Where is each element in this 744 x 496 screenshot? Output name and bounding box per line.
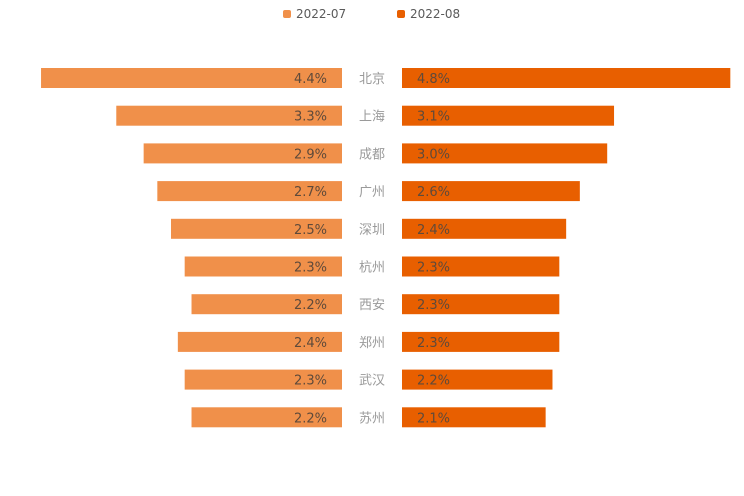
bar-2022-08[interactable] [402,256,560,277]
bar-2022-07[interactable] [41,68,342,88]
value-label-2022-08: 2.2% [417,374,450,389]
value-label-2022-08: 3.0% [417,147,450,162]
category-label: 武汉 [359,374,385,389]
value-label-2022-08: 2.3% [417,261,450,276]
category-label: 苏州 [359,410,385,426]
category-label: 深圳 [359,223,385,238]
value-label-2022-08: 4.8% [417,72,450,87]
legend-item-2022-07[interactable]: 2022-07 [283,7,346,21]
value-label-2022-07: 2.9% [294,147,327,162]
category-label: 广州 [359,185,385,200]
value-label-2022-07: 2.2% [294,411,327,426]
bar-2022-08[interactable] [402,369,553,390]
value-label-2022-07: 2.5% [294,223,327,238]
legend-item-2022-08[interactable]: 2022-08 [397,7,460,21]
value-label-2022-08: 2.6% [417,185,450,200]
bar-2022-08[interactable] [402,331,560,352]
bar-2022-07[interactable] [143,143,342,164]
bar-2022-07[interactable] [191,294,342,315]
value-label-2022-07: 2.2% [294,298,327,313]
chart-legend: 2022-07 2022-08 [0,7,744,23]
value-label-2022-07: 3.3% [294,110,327,125]
bar-2022-07[interactable] [177,331,342,352]
value-label-2022-07: 2.7% [294,185,327,200]
bar-2022-08[interactable] [402,218,567,239]
value-label-2022-08: 3.1% [417,110,450,125]
value-label-2022-08: 2.4% [417,223,450,238]
category-label: 西安 [359,298,385,313]
bar-2022-07[interactable] [184,256,342,277]
bar-2022-07[interactable] [171,218,342,239]
bar-2022-08[interactable] [402,105,615,126]
value-label-2022-07: 2.3% [294,261,327,276]
value-label-2022-07: 2.3% [294,374,327,389]
value-label-2022-07: 4.4% [294,72,327,87]
legend-label-2022-07: 2022-07 [296,7,347,21]
bar-2022-07[interactable] [116,105,342,126]
bar-2022-08[interactable] [402,181,580,202]
bar-2022-08[interactable] [402,294,560,315]
legend-label-2022-08: 2022-08 [410,7,461,21]
bar-2022-07[interactable] [191,407,342,428]
value-label-2022-08: 2.3% [417,336,450,351]
legend-swatch-2022-07 [283,10,291,18]
category-label: 成都 [359,147,385,162]
value-label-2022-08: 2.3% [417,298,450,313]
legend-swatch-2022-08 [397,10,405,18]
bar-2022-08[interactable] [402,143,608,164]
value-label-2022-08: 2.1% [417,411,450,426]
category-label: 郑州 [359,336,385,351]
category-label: 杭州 [359,261,385,276]
category-label: 北京 [359,72,385,87]
bar-2022-07[interactable] [157,181,342,202]
category-label: 上海 [359,110,385,125]
value-label-2022-07: 2.4% [294,336,327,351]
bar-2022-07[interactable] [184,369,342,390]
bar-2022-08[interactable] [402,68,731,88]
bar-2022-08[interactable] [402,407,546,428]
